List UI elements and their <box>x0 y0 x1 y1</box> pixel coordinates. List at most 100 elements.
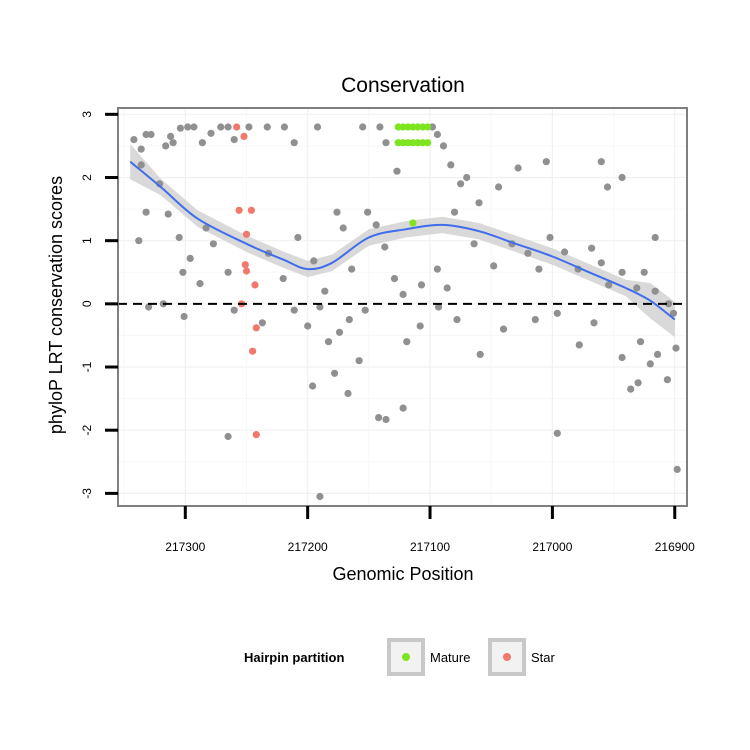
mature-point <box>424 139 432 147</box>
legend-label-mature: Mature <box>430 650 470 665</box>
other-point <box>447 161 455 169</box>
other-point <box>669 309 678 317</box>
legend-item-mature: Mature <box>387 638 470 676</box>
legend: Hairpin partition Mature Star <box>244 638 556 676</box>
other-point <box>230 136 238 144</box>
other-point <box>514 164 522 172</box>
other-point <box>603 183 612 191</box>
other-point <box>372 221 380 229</box>
other-point <box>435 303 443 311</box>
other-point <box>344 389 352 398</box>
other-point <box>375 414 383 422</box>
other-point <box>176 124 184 132</box>
star-point <box>242 230 251 238</box>
other-point <box>290 139 298 147</box>
other-point <box>142 208 150 216</box>
other-point <box>230 306 238 314</box>
other-points <box>130 123 681 501</box>
other-point <box>651 233 659 242</box>
other-point <box>417 281 426 289</box>
other-point <box>196 280 204 288</box>
star-point <box>241 261 249 269</box>
other-point <box>381 243 389 251</box>
x-axis-title: Genomic Position <box>332 564 473 584</box>
other-point <box>561 248 569 256</box>
other-point <box>290 306 298 314</box>
legend-dot-mature <box>402 653 410 661</box>
mature-points <box>394 123 432 227</box>
other-point <box>605 281 613 289</box>
other-point <box>531 316 539 324</box>
x-tick-label: 217300 <box>165 540 205 554</box>
other-point <box>597 158 605 166</box>
x-tick-label: 217100 <box>410 540 450 554</box>
x-tick-label: 216900 <box>655 540 695 554</box>
star-point <box>247 206 255 214</box>
other-point <box>376 123 384 131</box>
y-tick-label: -2 <box>80 425 94 436</box>
star-point <box>249 347 257 355</box>
other-point <box>224 432 232 441</box>
other-point <box>162 142 170 150</box>
mature-point <box>409 219 417 227</box>
y-tick-label: -3 <box>80 488 94 499</box>
other-point <box>145 303 153 311</box>
other-point <box>361 306 369 314</box>
other-point <box>453 316 461 324</box>
chart-title: Conservation <box>341 74 465 97</box>
plot-panel <box>117 107 688 507</box>
x-tick-label: 217000 <box>532 540 572 554</box>
other-point <box>490 262 498 270</box>
smooth-line-layer <box>129 160 676 321</box>
other-point <box>355 357 363 365</box>
other-point <box>463 173 471 182</box>
other-point <box>202 224 210 232</box>
y-tick-label: 0 <box>80 300 94 307</box>
y-tick-label: -1 <box>80 361 94 372</box>
other-point <box>546 233 554 242</box>
other-point <box>499 325 508 333</box>
star-point <box>242 267 251 275</box>
other-point <box>309 382 317 390</box>
other-point <box>542 158 550 166</box>
other-point <box>333 208 341 216</box>
other-point <box>135 237 143 245</box>
other-point <box>439 142 448 150</box>
other-point <box>590 319 598 327</box>
other-point <box>476 350 484 358</box>
other-point <box>575 341 583 349</box>
other-point <box>359 123 367 131</box>
star-point <box>251 281 259 289</box>
other-point <box>390 275 399 283</box>
other-point <box>186 254 194 262</box>
legend-title: Hairpin partition <box>244 650 344 665</box>
other-point <box>224 268 232 276</box>
other-point <box>654 350 662 358</box>
other-point <box>646 360 654 368</box>
other-point <box>403 338 411 346</box>
plot-border <box>117 107 688 507</box>
other-point <box>618 353 626 362</box>
y-axis-title: phyloP LRT conservation scores <box>46 176 66 434</box>
legend-label-star: Star <box>531 650 556 665</box>
other-point <box>190 123 198 131</box>
other-point <box>627 385 635 393</box>
other-point <box>224 123 232 131</box>
plot-background <box>118 108 687 506</box>
other-point <box>339 224 347 232</box>
other-point <box>433 130 441 139</box>
other-point <box>651 287 659 295</box>
y-tick-label: 1 <box>80 237 94 244</box>
other-point <box>382 139 390 147</box>
other-point <box>316 492 324 501</box>
other-point <box>175 233 183 242</box>
other-point <box>364 208 372 216</box>
other-point <box>640 268 648 276</box>
star-point <box>252 324 260 332</box>
other-point <box>198 139 206 147</box>
other-point <box>457 180 465 188</box>
other-point <box>209 240 217 248</box>
other-point <box>399 404 407 412</box>
other-point <box>245 123 253 131</box>
other-point <box>169 139 177 147</box>
